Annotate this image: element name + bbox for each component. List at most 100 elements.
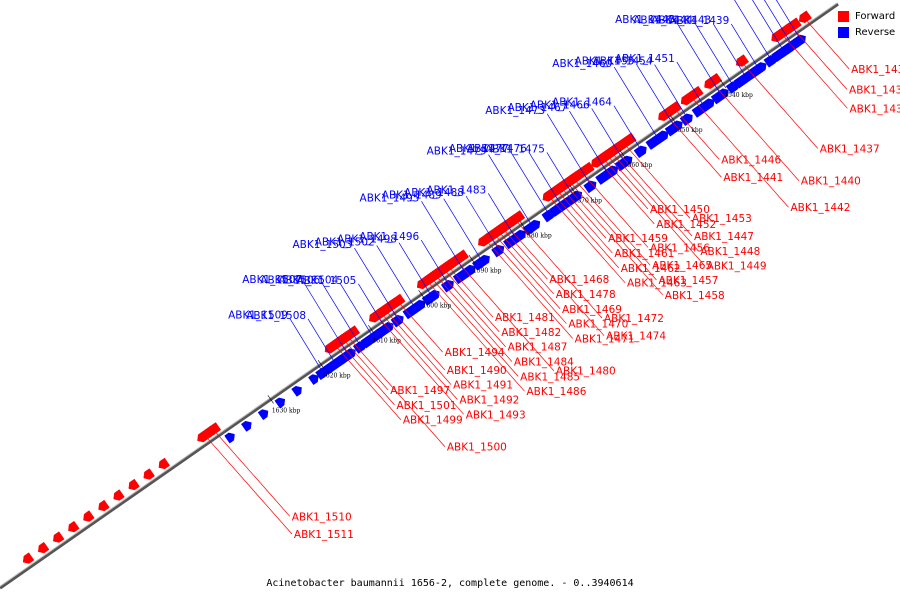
forward-gene-arrow <box>113 489 125 501</box>
forward-gene-arrow <box>680 85 704 106</box>
gene-features <box>22 10 812 564</box>
kbp-tick-label: 1610 kbp <box>372 337 401 344</box>
reverse-gene-arrow <box>691 98 715 118</box>
forward-gene-label: ABK1_1457 <box>658 275 718 287</box>
reverse-gene-arrow <box>274 397 286 409</box>
reverse-gene-label: ABK1_1467 <box>507 102 567 114</box>
reverse-gene-arrow <box>308 374 319 386</box>
reverse-leader-line <box>398 242 433 297</box>
reverse-gene-label: ABK1_1508 <box>246 310 306 322</box>
reverse-gene-label: ABK1_1475 <box>485 143 545 155</box>
reverse-gene-label: ABK1_1445 <box>615 14 675 26</box>
forward-leader-line <box>384 309 452 385</box>
forward-leader-line <box>781 33 848 109</box>
reverse-gene-label: ABK1_1505 <box>296 275 356 287</box>
forward-gene-arrow <box>369 306 388 323</box>
forward-gene-label: ABK1_1469 <box>562 304 622 316</box>
reverse-gene-arrow <box>633 145 647 159</box>
forward-gene-arrow <box>704 72 723 89</box>
forward-gene-label: ABK1_1468 <box>549 274 609 286</box>
kbp-tick-mark <box>518 219 526 229</box>
forward-leader-line <box>602 157 649 210</box>
reverse-gene-label: ABK1_1439 <box>669 15 729 27</box>
reverse-leader-line <box>307 318 336 365</box>
kbp-tick-mark <box>720 79 727 89</box>
reverse-gene-label: ABK1_1502 <box>315 236 375 248</box>
reverse-leader-line <box>676 23 722 96</box>
reverse-gene-arrow <box>502 229 526 250</box>
forward-leader-line <box>389 306 446 371</box>
backbone-line <box>0 2 839 590</box>
forward-gene-arrow <box>197 426 216 443</box>
forward-gene-arrow <box>128 478 140 491</box>
forward-gene-label: ABK1_1510 <box>292 511 352 523</box>
forward-gene-label: ABK1_1448 <box>700 246 760 258</box>
forward-leader-line <box>342 338 389 391</box>
forward-gene-label: ABK1_1481 <box>495 312 555 324</box>
forward-gene-arrow <box>798 10 812 23</box>
forward-leader-line <box>426 280 525 392</box>
kbp-tick-label: 1590 kbp <box>473 267 502 274</box>
legend-forward-label: Forward <box>855 10 896 22</box>
forward-gene-label: ABK1_1485 <box>520 371 580 383</box>
forward-leader-line <box>548 195 626 283</box>
forward-gene-label: ABK1_1490 <box>447 365 507 377</box>
reverse-gene-arrow <box>291 385 302 397</box>
reverse-leader-line <box>420 239 450 286</box>
forward-gene-arrow <box>22 552 35 564</box>
kbp-tick-label: 1600 kbp <box>423 302 452 309</box>
forward-gene-label: ABK1_1458 <box>665 290 725 302</box>
reverse-gene-arrow <box>224 432 235 444</box>
reverse-leader-line <box>376 245 416 309</box>
forward-leader-line <box>740 61 819 149</box>
forward-leader-line <box>615 149 693 237</box>
forward-leader-line <box>213 429 291 517</box>
reverse-gene-label: ABK1_1444 <box>633 14 693 26</box>
forward-gene-arrow <box>771 22 795 43</box>
reverse-gene-label: ABK1_1509 <box>228 310 288 322</box>
forward-leader-line <box>456 260 555 371</box>
forward-leader-line <box>334 344 402 420</box>
forward-gene-arrow <box>38 541 50 554</box>
forward-leader-line <box>623 143 691 219</box>
forward-gene-label: ABK1_1482 <box>501 327 561 339</box>
reverse-leader-line <box>752 0 785 52</box>
reverse-gene-label: ABK1_1503 <box>292 239 352 251</box>
reverse-leader-line <box>764 0 793 46</box>
reverse-leader-line <box>443 198 483 262</box>
reverse-gene-label: ABK1_1477 <box>449 143 509 155</box>
forward-leader-line <box>711 81 800 181</box>
legend-reverse: Reverse <box>838 24 895 40</box>
reverse-gene-label: ABK1_1496 <box>359 231 419 243</box>
reverse-gene-label: ABK1_1498 <box>337 234 397 246</box>
forward-gene-label: ABK1_1433 <box>849 103 900 115</box>
kbp-tick-mark <box>418 289 425 299</box>
forward-leader-line <box>447 265 494 318</box>
forward-leader-line <box>493 233 561 309</box>
forward-gene-label: ABK1_1441 <box>723 172 783 184</box>
map-caption: Acinetobacter baumannii 1656-2, complete… <box>266 578 634 589</box>
forward-leader-line <box>565 184 664 296</box>
legend-forward-swatch <box>838 10 849 22</box>
reverse-gene-arrow <box>541 209 555 223</box>
reverse-leader-line <box>636 64 676 128</box>
reverse-leader-line <box>303 282 349 356</box>
reverse-gene-label: ABK1_1443 <box>651 15 711 27</box>
reverse-gene-arrow <box>583 180 597 194</box>
reverse-leader-line <box>289 318 324 373</box>
kbp-tick-label: 1630 kbp <box>272 407 301 414</box>
reverse-gene-label: ABK1_1464 <box>552 97 612 109</box>
forward-leader-line <box>397 300 443 353</box>
reverse-leader-line <box>510 151 550 216</box>
reverse-gene-label: ABK1_1473 <box>485 105 545 117</box>
reverse-gene-label: ABK1_1506 <box>260 274 320 286</box>
kbp-ticks: 1540 kbp 1550 kbp 1560 kbp 1570 kbp 1580 kbp… <box>267 79 753 414</box>
forward-gene-label: ABK1_1471 <box>575 333 635 345</box>
kbp-tick-label: 1550 kbp <box>674 127 703 134</box>
forward-leader-line <box>573 178 651 266</box>
forward-leader-line <box>506 224 605 336</box>
reverse-leader-line <box>676 61 705 108</box>
forward-gene-label: ABK1_1497 <box>390 385 450 397</box>
forward-gene-arrow <box>143 468 155 480</box>
